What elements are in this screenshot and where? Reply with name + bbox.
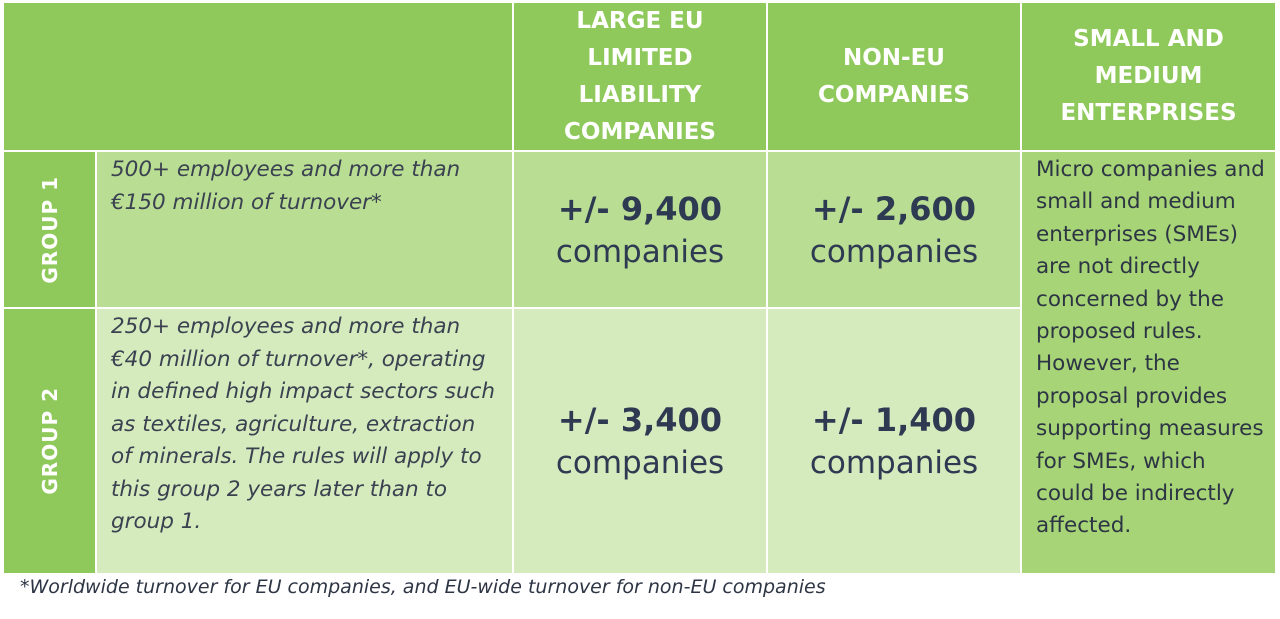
group-label: GROUP 2 [4, 309, 95, 573]
count-cell: +/- 1,400 companies [768, 309, 1020, 573]
count: +/- 3,400 [557, 401, 723, 439]
count: +/- 2,600 [811, 189, 977, 228]
unit: companies [809, 445, 979, 481]
group-label: GROUP 1 [4, 152, 95, 307]
header-cell: SMALL AND MEDIUM ENTERPRISES [1022, 3, 1275, 150]
count: +/- 9,400 [557, 189, 723, 228]
footnote: *Worldwide turnover for EU companies, an… [20, 576, 826, 598]
group-text: GROUP 1 [37, 175, 62, 284]
sme-note: Micro companies and small and medium ent… [1022, 152, 1275, 573]
unit: companies [809, 233, 979, 270]
group-text: GROUP 2 [37, 387, 62, 495]
header-cell: LARGE EU LIMITED LIABILITY COMPANIES [514, 3, 766, 150]
description: 500+ employees and more than €150 millio… [97, 152, 512, 307]
count-cell: +/- 2,600 companies [768, 152, 1020, 307]
count: +/- 1,400 [811, 401, 977, 439]
description: 250+ employees and more than €40 million… [97, 309, 512, 573]
unit: companies [555, 233, 725, 270]
unit: companies [555, 445, 725, 481]
header-cell: NON-EU COMPANIES [768, 3, 1020, 150]
count-cell: +/- 9,400 companies [514, 152, 766, 307]
header-blank [4, 3, 512, 150]
count-cell: +/- 3,400 companies [514, 309, 766, 573]
